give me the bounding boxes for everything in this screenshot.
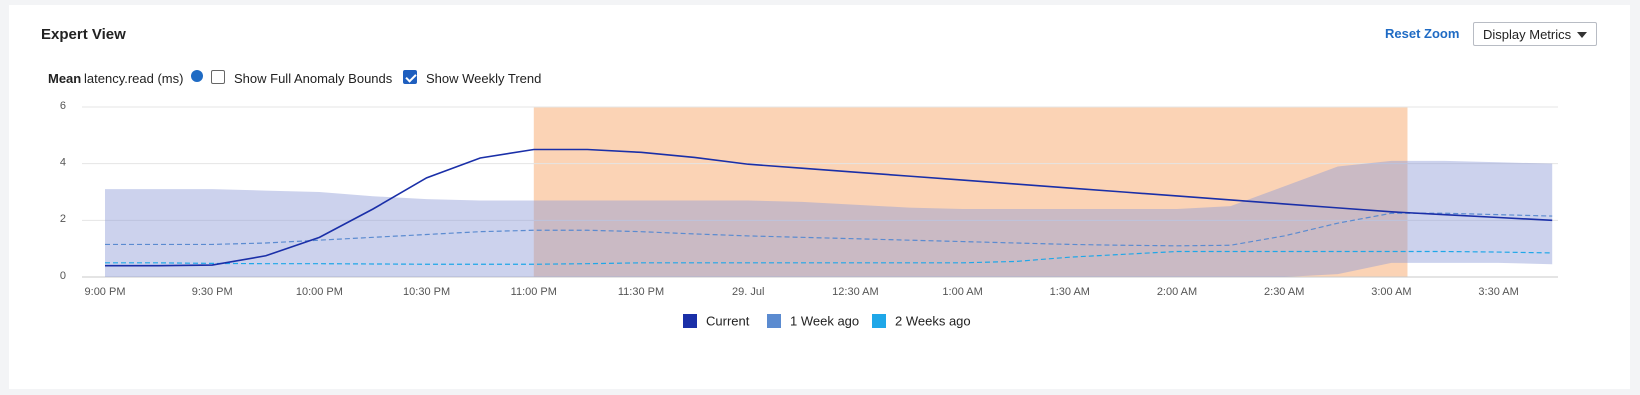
y-tick-label: 6 [60, 100, 66, 112]
checkbox[interactable] [403, 70, 417, 84]
x-tick-label: 9:00 PM [85, 286, 126, 298]
legend-swatch [683, 314, 697, 328]
reset-zoom[interactable]: Reset Zoom [1385, 26, 1460, 41]
x-tick-label: 3:00 AM [1371, 286, 1411, 298]
legend-swatch [872, 314, 886, 328]
metric-label: latency.read (ms) [84, 71, 184, 86]
legend-text: 1 Week ago [790, 313, 859, 328]
x-tick-label: 1:30 AM [1050, 286, 1090, 298]
x-tick-label: 3:30 AM [1478, 286, 1518, 298]
x-tick-label: 11:30 PM [618, 286, 664, 298]
dropdown-arrow [1577, 32, 1587, 38]
display-metrics-button[interactable]: Display Metrics [1473, 22, 1597, 46]
mean-label: Mean [48, 71, 82, 86]
legend-text: Current [706, 313, 750, 328]
panel-title: Expert View [41, 26, 126, 43]
help-icon[interactable] [191, 70, 203, 82]
legend-swatch [767, 314, 781, 328]
y-tick-label: 2 [60, 213, 66, 225]
checkbox-label[interactable]: Show Weekly Trend [426, 71, 542, 86]
x-tick-label: 9:30 PM [192, 286, 233, 298]
x-tick-label: 10:30 PM [403, 286, 450, 298]
series-line [105, 212, 1553, 247]
button-label: Display Metrics [1483, 27, 1572, 42]
x-tick-label: 2:30 AM [1264, 286, 1304, 298]
x-tick-label: 12:30 AM [832, 286, 878, 298]
highlight-region [533, 107, 1408, 277]
x-tick-label: 2:00 AM [1157, 286, 1197, 298]
x-tick-label: 1:00 AM [942, 286, 982, 298]
x-tick-label: 10:00 PM [296, 286, 343, 298]
y-tick-label: 0 [60, 270, 66, 282]
series-line [105, 250, 1553, 265]
anomaly-band [105, 160, 1553, 277]
x-tick-label: 11:00 PM [511, 286, 557, 298]
series-line [105, 148, 1553, 267]
y-tick-label: 4 [60, 157, 66, 169]
legend-text: 2 Weeks ago [895, 313, 971, 328]
checkbox-label[interactable]: Show Full Anomaly Bounds [234, 71, 393, 86]
checkbox[interactable] [211, 70, 225, 84]
x-tick-label: 29. Jul [732, 286, 764, 298]
